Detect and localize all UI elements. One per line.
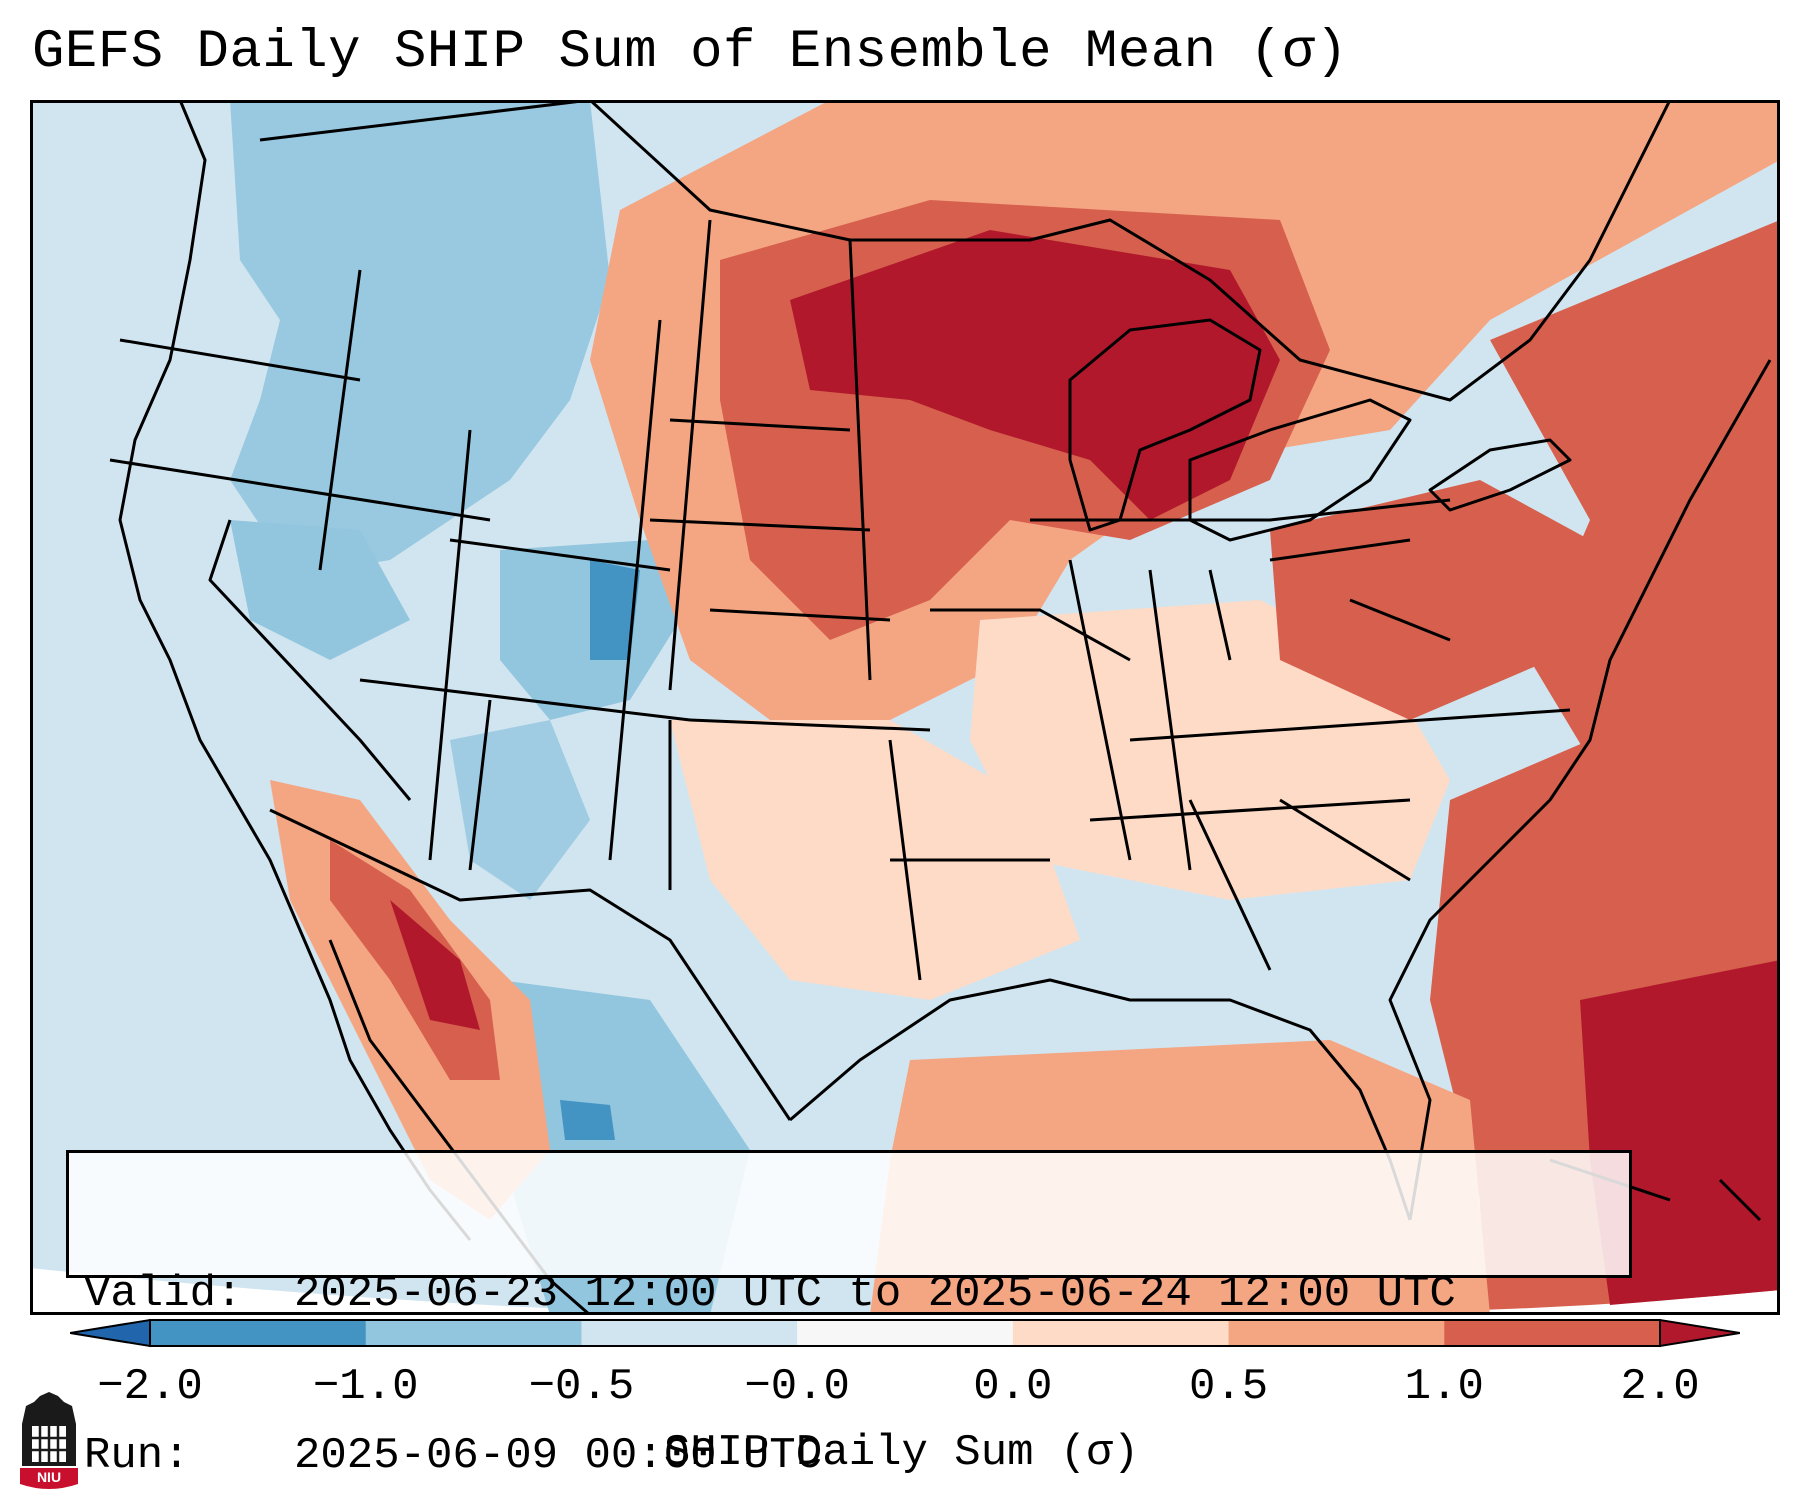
colorbar-tick-label: 1.0 [1404, 1362, 1484, 1412]
colorbar-extend-high [1659, 1318, 1740, 1348]
colorbar-bin [1012, 1320, 1230, 1346]
colorbar-frame [149, 1319, 1661, 1347]
anomaly-baja-core [390, 900, 480, 1030]
map-frame [30, 100, 1780, 1315]
anomaly-four-corners [450, 720, 590, 900]
valid-key: Valid: [84, 1269, 243, 1319]
political-boundaries [109, 100, 1772, 1315]
anomaly-northeast [1490, 220, 1780, 760]
colorbar-bin [797, 1320, 1014, 1346]
colorbar-label: SHIP Daily Sum (σ) [663, 1428, 1140, 1478]
colorbar-extend-low [70, 1318, 151, 1348]
figure-title: GEFS Daily SHIP Sum of Ensemble Mean (σ) [32, 22, 1349, 83]
valid-value: 2025-06-23 12:00 UTC to 2025-06-24 12:00… [294, 1269, 1456, 1319]
anomaly-upper-midwest-core [790, 230, 1280, 520]
state-lines-central [649, 219, 1131, 981]
colorbar-tick-label: −1.0 [312, 1362, 419, 1412]
east-coastline [1388, 359, 1772, 1221]
colorbar-bin [1444, 1320, 1661, 1346]
run-line: Run: 2025-06-09 00:00 UTC [84, 1429, 1629, 1483]
colorbar [70, 1318, 1740, 1348]
anomaly-mexico-core [560, 1100, 615, 1140]
colorbar-bins [150, 1320, 1661, 1346]
valid-run-info-box: Valid: 2025-06-23 12:00 UTC to 2025-06-24… [66, 1150, 1632, 1481]
valid-line: Valid: 2025-06-23 12:00 UTC to 2025-06-24… [84, 1267, 1629, 1321]
colorbar-bin [365, 1320, 582, 1346]
colorbar-bin [1228, 1320, 1445, 1346]
gulf-coastline [789, 978, 1412, 1221]
great-lakes-outline [1068, 318, 1572, 542]
west-coastline [118, 100, 472, 1241]
colorbar-bin [581, 1320, 798, 1346]
colorbar-tick-label: 0.5 [1188, 1362, 1269, 1412]
niu-logo: NIU [20, 1392, 78, 1489]
run-value: 2025-06-09 00:00 UTC [294, 1431, 823, 1481]
niu-logo-text: NIU [37, 1469, 61, 1485]
anomaly-great-basin [230, 520, 410, 660]
colorbar-bin [150, 1320, 367, 1346]
run-key: Run: [84, 1431, 190, 1481]
colorbar-tick-label: 2.0 [1620, 1362, 1700, 1412]
colorbar-tick-label: −2.0 [97, 1362, 203, 1412]
map-panel [30, 100, 1780, 1315]
anomaly-colorado-core [590, 560, 640, 660]
state-lines-west [109, 269, 691, 890]
us-canada-border [259, 100, 1672, 402]
us-mexico-border [269, 808, 792, 1121]
colorbar-tick-label: −0.5 [528, 1362, 635, 1412]
colorbar-tick-label: −0.0 [744, 1362, 850, 1412]
state-lines-east [1030, 498, 1571, 971]
colorbar-tick-label: 0.0 [973, 1362, 1053, 1412]
anomaly-texas-southeast-light [670, 720, 1080, 1000]
anomaly-ohio-valley [1270, 480, 1590, 720]
anomaly-pacific-northwest [230, 100, 610, 570]
